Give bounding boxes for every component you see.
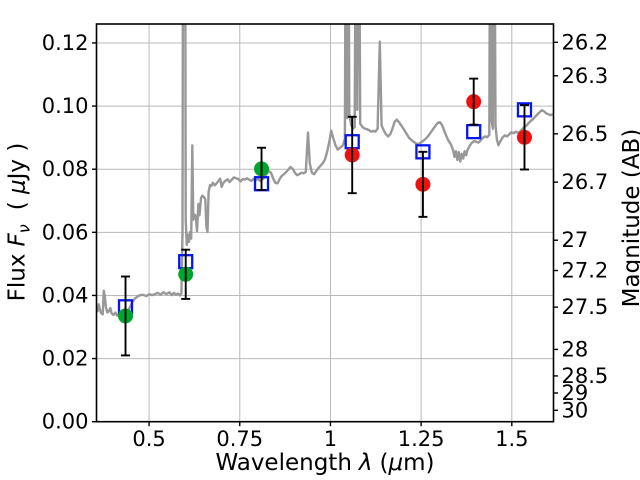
x-axis-label-word: Wavelength (215, 450, 352, 476)
x-axis-unit-close: m) (403, 450, 435, 476)
x-axis-label: Wavelength λ (μm) (215, 450, 434, 476)
right-axis-label: Magnitude (AB) (619, 128, 640, 308)
y-tick-label-left: 0.06 (42, 220, 89, 244)
x-tick-label: 0.5 (132, 427, 165, 451)
x-tick-label: 1.25 (398, 427, 445, 451)
model-photometry-square (466, 123, 482, 140)
y-tick-label-left: 0.10 (42, 94, 89, 118)
flux-symbol-f: F (4, 233, 31, 247)
y-tick-label-right: 27.2 (562, 259, 609, 283)
flux-symbol-nu: ν (14, 224, 34, 234)
y-tick-label-right: 27.5 (562, 295, 609, 319)
y-tick-label-right: 26.3 (562, 64, 609, 88)
y-tick-label-right: 29 (562, 381, 589, 405)
y-tick-label-right: 26.2 (562, 30, 609, 54)
y-axis-label: Flux Fν ( μJy ) (5, 143, 34, 302)
x-axis-unit-mu: μ (388, 450, 404, 476)
y-axis-unit-mu: μ (4, 179, 31, 194)
model-spectrum-line (96, 24, 554, 318)
y-tick-label-right: 28 (562, 337, 589, 361)
y-tick-label-left: 0.00 (42, 410, 89, 434)
x-tick-label: 1.5 (495, 427, 528, 451)
lambda-symbol: λ (358, 450, 373, 476)
y-axis-unit-close: Jy ) (4, 142, 31, 180)
x-axis-unit-open: ( (379, 450, 389, 476)
y-tick-label-right: 28.5 (562, 364, 609, 388)
y-tick-label-right: 27 (562, 228, 589, 252)
x-axis-unit: (μm) (380, 450, 435, 476)
axes-frame (95, 23, 555, 423)
x-tick-label: 0.75 (216, 427, 263, 451)
y-axis-label-word: Flux (4, 253, 31, 302)
y-tick-label-left: 0.08 (42, 157, 89, 181)
x-tick-label: 1 (324, 427, 337, 451)
y-tick-label-left: 0.04 (42, 283, 89, 307)
y-axis-unit: ( μJy ) (5, 143, 31, 211)
y-tick-label-left: 0.02 (42, 347, 89, 371)
y-tick-label-right: 26.7 (562, 170, 609, 194)
y-axis-unit-open: ( (4, 193, 31, 211)
y-tick-label-right: 26.5 (562, 122, 609, 146)
flux-symbol: Fν (4, 224, 34, 247)
y-tick-label-left: 0.12 (42, 31, 89, 55)
y-tick-label-right: 30 (562, 398, 589, 422)
